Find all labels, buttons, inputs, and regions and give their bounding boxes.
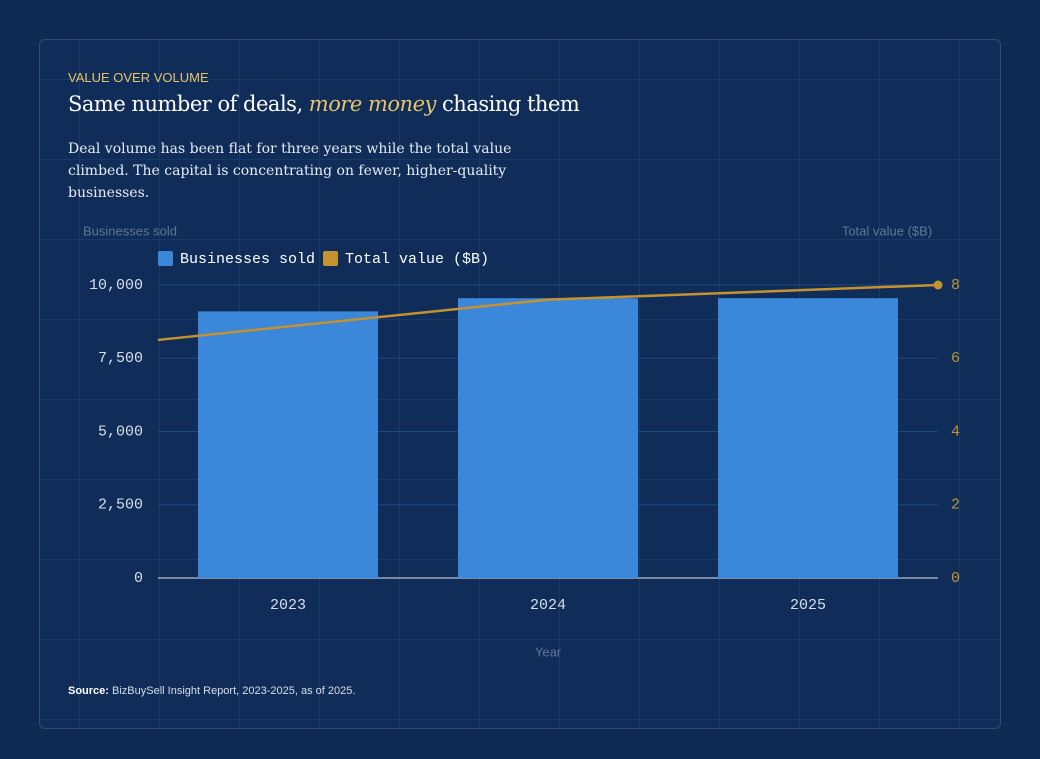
y2-tick-label: 4 — [951, 423, 960, 440]
legend-label: Total value ($B) — [345, 251, 489, 268]
y2-tick-label: 8 — [951, 277, 960, 294]
y2-tick-label: 0 — [951, 570, 960, 587]
headline-text: chasing them — [435, 92, 580, 116]
description: Deal volume has been flat for three year… — [68, 141, 512, 201]
x-tick-label: 2023 — [270, 597, 306, 614]
bar — [458, 298, 638, 578]
headline: Same number of deals, more money chasing… — [68, 92, 580, 116]
y2-axis-label: Total value ($B) — [842, 223, 932, 238]
bar — [718, 298, 898, 578]
bar — [198, 311, 378, 578]
y-tick-label: 0 — [134, 570, 143, 587]
x-axis-label: Year — [535, 644, 562, 659]
y-tick-label: 5,000 — [98, 423, 143, 440]
legend-swatch — [323, 251, 339, 266]
y2-tick-label: 2 — [951, 497, 960, 514]
x-tick-label: 2025 — [790, 597, 826, 614]
source-text: BizBuySell Insight Report, 2023-2025, as… — [112, 685, 356, 697]
headline-text: Same number of deals, — [68, 92, 309, 116]
y-axis-label: Businesses sold — [83, 223, 177, 238]
y-tick-label: 2,500 — [98, 497, 143, 514]
line — [157, 283, 939, 342]
eyebrow: VALUE OVER VOLUME — [68, 70, 209, 85]
source-label: Source: — [68, 685, 109, 697]
source: Source: BizBuySell Insight Report, 2023-… — [68, 685, 355, 697]
line-end-point — [933, 280, 943, 290]
y2-tick-label: 6 — [951, 350, 960, 367]
legend-label: Businesses sold — [180, 251, 315, 268]
x-tick-label: 2024 — [530, 597, 566, 614]
headline-emphasis: more money — [308, 92, 437, 116]
y-tick-label: 10,000 — [89, 277, 143, 294]
y-tick-label: 7,500 — [98, 350, 143, 367]
legend-swatch — [158, 251, 173, 266]
